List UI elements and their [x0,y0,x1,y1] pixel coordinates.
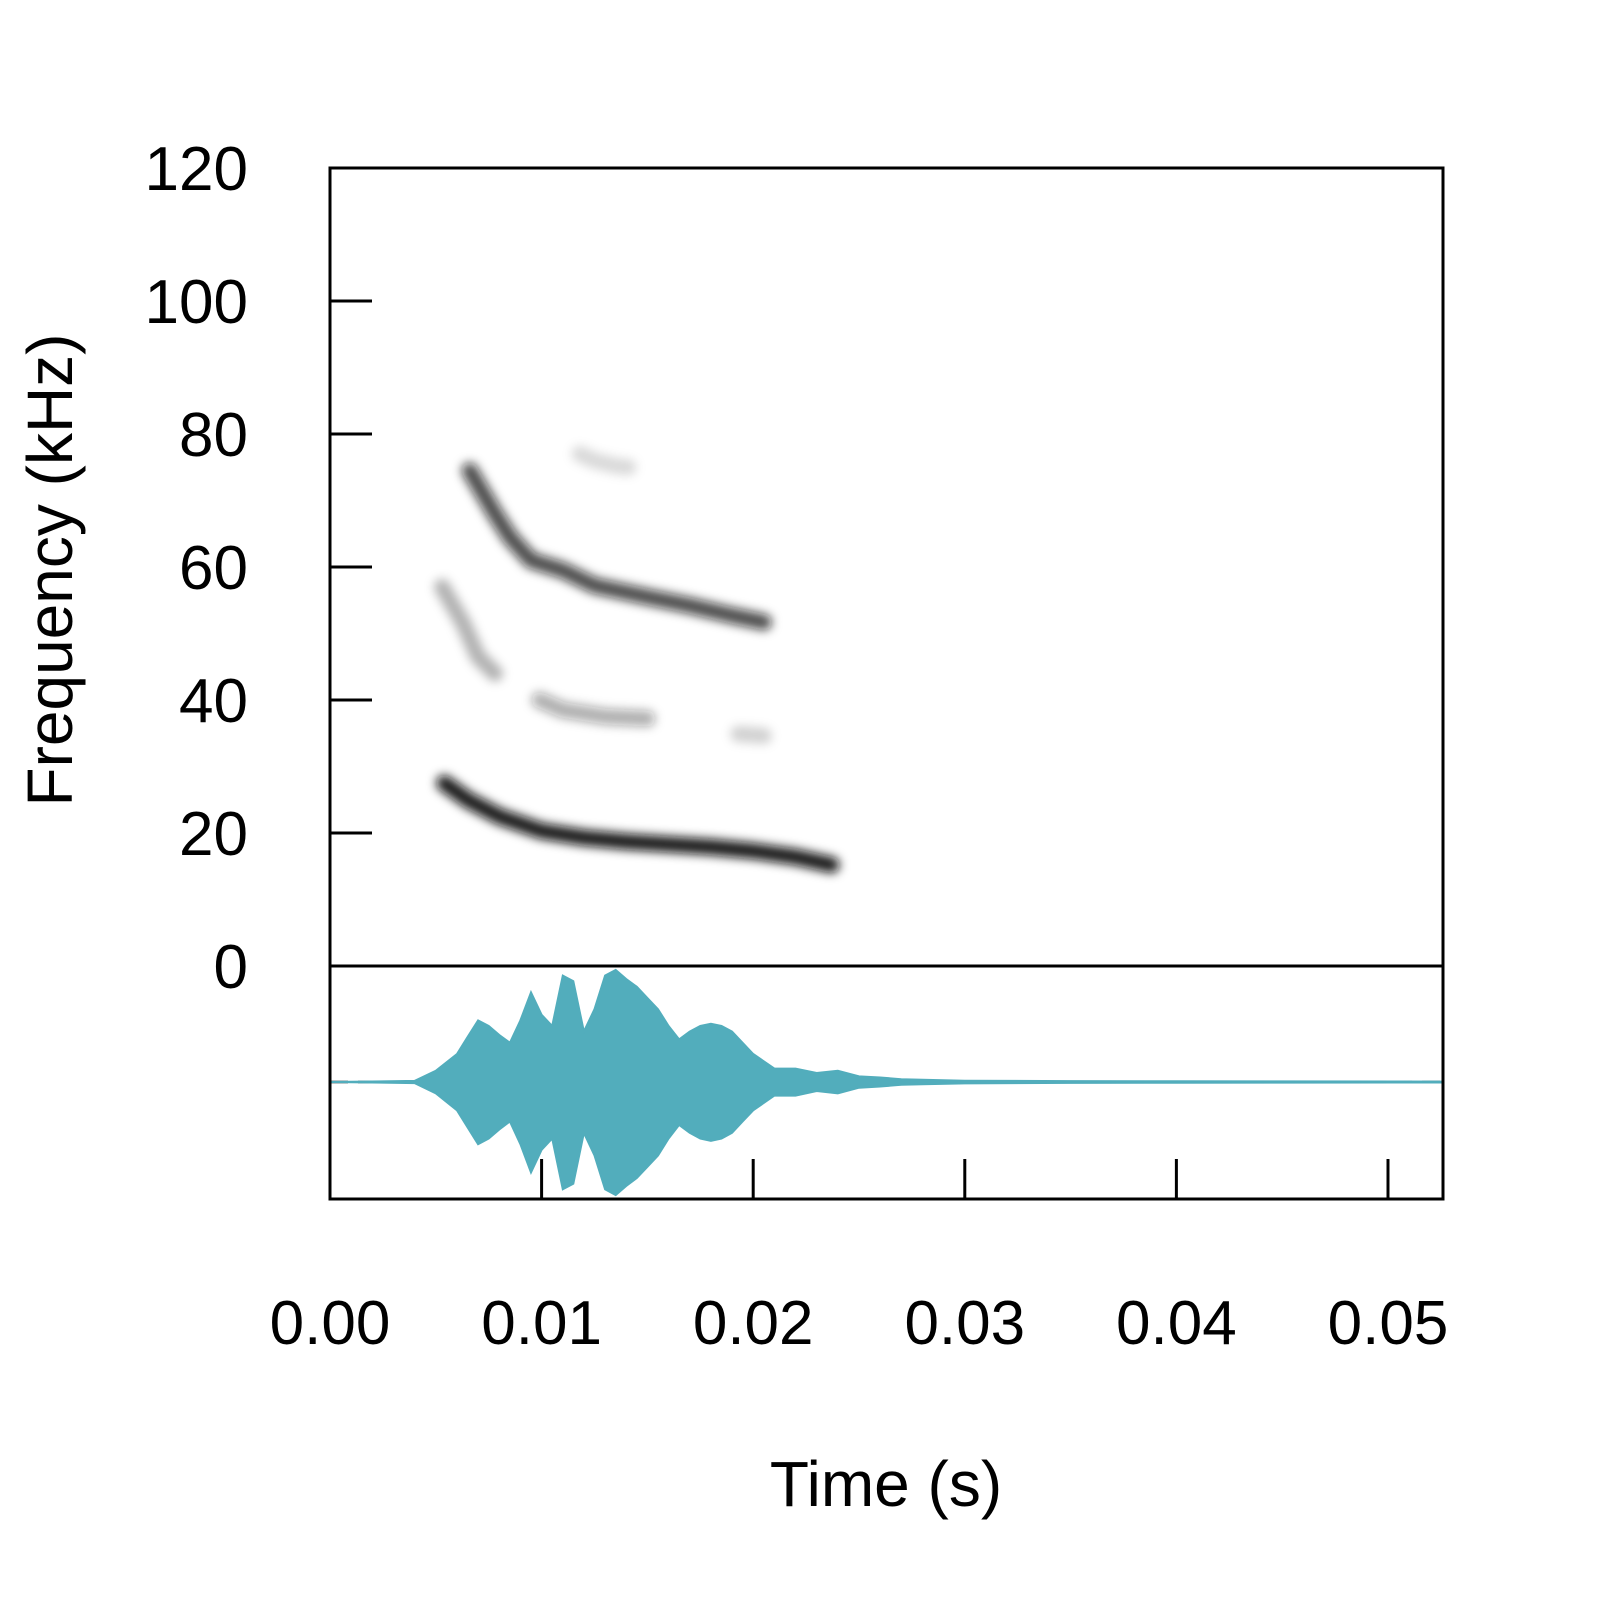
y-tick-label: 20 [179,800,248,869]
spectrogram-band-second-harmonic [531,692,656,727]
x-tick-label: 0.03 [904,1289,1025,1358]
y-tick-label: 120 [145,135,248,204]
y-tick-label: 80 [179,401,248,470]
x-tick-label: 0.05 [1328,1289,1449,1358]
x-axis-title: Time (s) [770,1448,1002,1520]
y-axis-title: Frequency (kHz) [14,334,86,807]
x-tick-label: 0.02 [693,1289,814,1358]
x-tick-label: 0.01 [481,1289,602,1358]
y-tick-label: 40 [179,667,248,736]
spectrogram-band-second-harmonic-early [434,579,503,682]
spectrogram-panel-frame [328,166,1445,968]
spectrogram-band-third-harmonic-faint [571,445,637,476]
x-tick-label: 0.00 [270,1289,391,1358]
spectrogram-band-fundamental [436,775,840,873]
oscillogram-panel-frame [328,964,1445,1201]
x-axis-ticks: 0.00 0.01 0.02 0.03 0.04 0.05 [270,1159,1449,1358]
y-axis-ticks: 0 20 40 60 80 100 120 [145,135,372,1002]
spectrogram-band-third-harmonic [461,462,772,631]
x-tick-label: 0.04 [1116,1289,1237,1358]
y-tick-label: 0 [214,933,248,1002]
spectrogram-bands [434,445,840,873]
y-tick-label: 60 [179,534,248,603]
spectrogram-band-second-harmonic-tail [730,725,772,744]
oscillogram-waveform [329,968,1444,1197]
y-tick-label: 100 [145,268,248,337]
